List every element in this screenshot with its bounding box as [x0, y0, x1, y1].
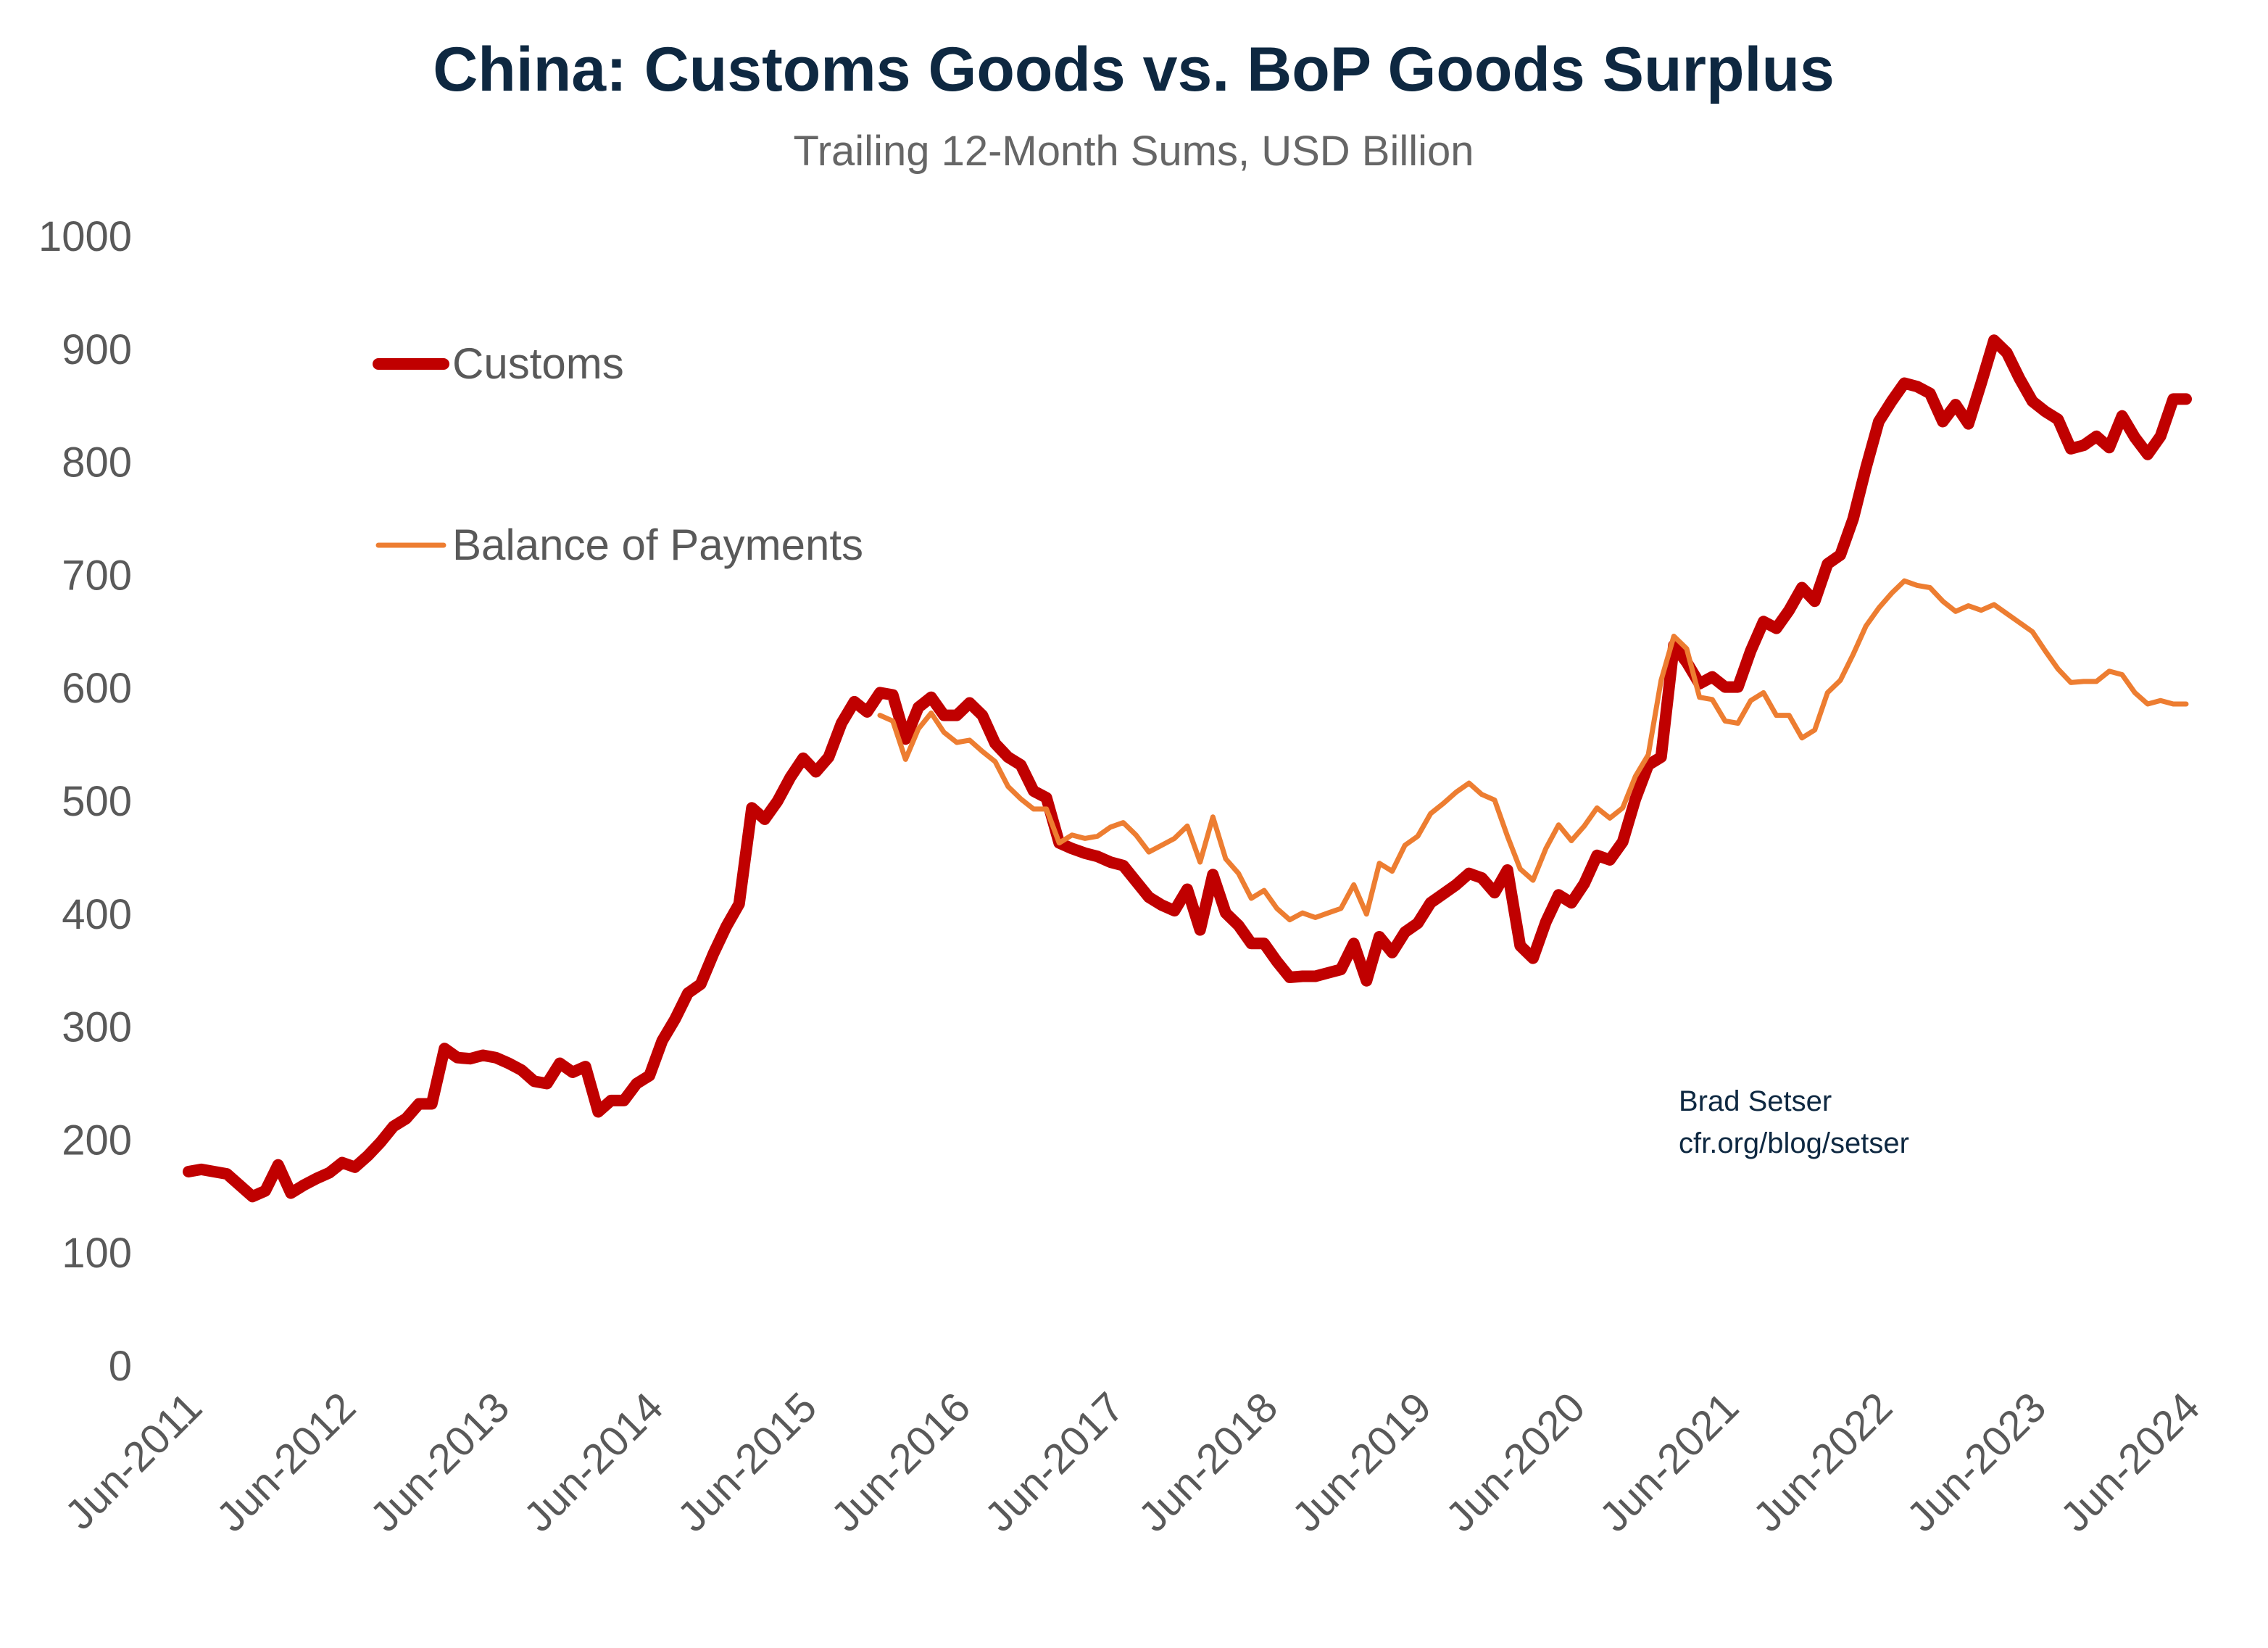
legend-label-customs: Customs [452, 339, 624, 388]
chart-title: China: Customs Goods vs. BoP Goods Surpl… [433, 35, 1835, 104]
credit-author: Brad Setser [1679, 1085, 1832, 1117]
x-tick-label: Jun-2020 [1437, 1383, 1594, 1541]
x-tick-label: Jun-2018 [1129, 1383, 1287, 1541]
y-tick-label: 500 [62, 778, 132, 825]
y-tick-label: 600 [62, 665, 132, 712]
series-line-balance-of-payments [877, 578, 2189, 923]
y-tick-label: 300 [62, 1004, 132, 1051]
y-tick-label: 400 [62, 891, 132, 938]
y-tick-label: 1000 [38, 213, 132, 260]
series-lines [183, 334, 2192, 1203]
credit-url: cfr.org/blog/setser [1679, 1127, 1909, 1159]
x-tick-label: Jun-2014 [515, 1383, 672, 1541]
x-tick-label: Jun-2016 [822, 1383, 979, 1541]
x-tick-label: Jun-2024 [2051, 1383, 2209, 1541]
x-tick-label: Jun-2012 [207, 1383, 365, 1541]
x-tick-label: Jun-2021 [1590, 1383, 1748, 1541]
legend-label-bop: Balance of Payments [452, 521, 863, 569]
y-tick-label: 800 [62, 439, 132, 486]
y-tick-label: 700 [62, 552, 132, 599]
x-tick-label: Jun-2013 [361, 1383, 518, 1541]
y-tick-label: 900 [62, 326, 132, 373]
x-tick-label: Jun-2011 [56, 1383, 211, 1539]
x-axis-ticks: Jun-2011Jun-2012Jun-2013Jun-2014Jun-2015… [56, 1383, 2209, 1541]
series-line-customs [183, 334, 2192, 1203]
x-tick-label: Jun-2022 [1744, 1383, 1901, 1541]
x-tick-label: Jun-2015 [668, 1383, 826, 1541]
x-tick-label: Jun-2023 [1898, 1383, 2055, 1541]
y-axis-ticks: 0 100 200 300 400 500 600 700 800 900 1000 [38, 213, 132, 1390]
x-tick-label: Jun-2017 [976, 1383, 1133, 1541]
legend: Customs Balance of Payments [373, 339, 863, 569]
y-tick-label: 100 [62, 1230, 132, 1277]
chart-subtitle: Trailing 12-Month Sums, USD Billion [793, 128, 1474, 175]
y-tick-label: 200 [62, 1117, 132, 1164]
x-tick-label: Jun-2019 [1283, 1383, 1440, 1541]
y-tick-label: 0 [109, 1343, 132, 1390]
